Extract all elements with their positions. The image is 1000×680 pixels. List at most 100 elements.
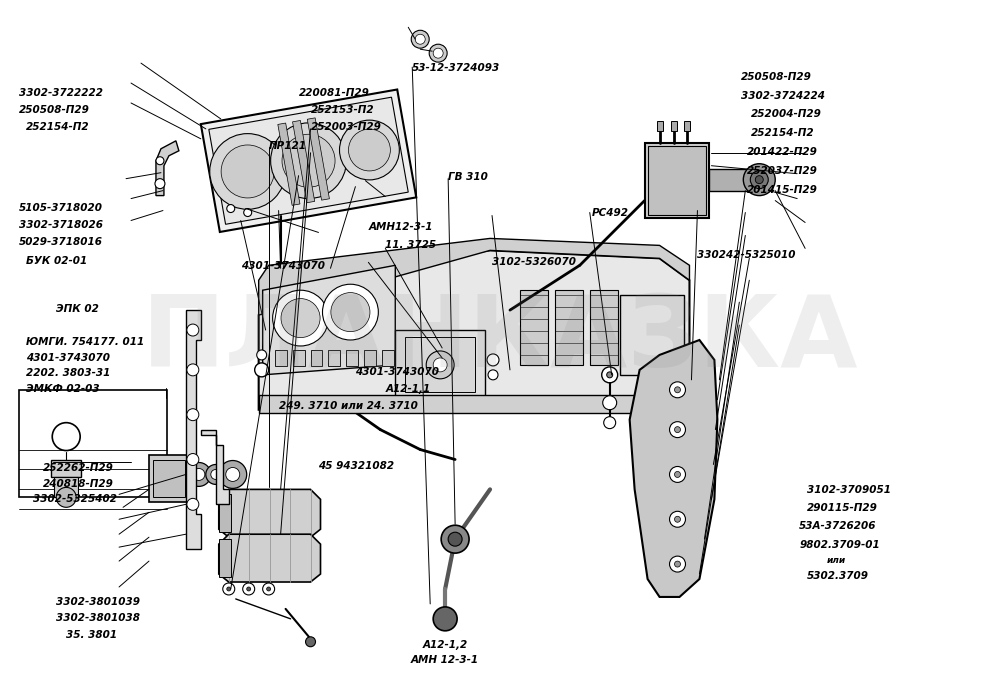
Text: 3302-3801039: 3302-3801039 xyxy=(56,597,140,607)
Circle shape xyxy=(187,454,199,466)
Text: 53А-3726206: 53А-3726206 xyxy=(799,522,877,531)
Text: ПЛАНКАЗКА: ПЛАНКАЗКА xyxy=(142,292,858,388)
Text: 9802.3709-01: 9802.3709-01 xyxy=(799,540,880,550)
Bar xyxy=(590,290,618,365)
Text: 3302-3724224: 3302-3724224 xyxy=(741,91,825,101)
Circle shape xyxy=(675,516,680,522)
Bar xyxy=(671,121,677,131)
Text: A12-1,2: A12-1,2 xyxy=(422,640,467,650)
Bar xyxy=(219,494,231,532)
Circle shape xyxy=(187,324,199,336)
Text: ГВ 310: ГВ 310 xyxy=(448,173,488,182)
Circle shape xyxy=(670,556,685,572)
Bar xyxy=(684,121,690,131)
Text: 4301-3743070: 4301-3743070 xyxy=(241,260,325,271)
Bar xyxy=(293,350,305,366)
Circle shape xyxy=(187,498,199,510)
Text: 3302-3722222: 3302-3722222 xyxy=(19,88,103,98)
Circle shape xyxy=(221,145,274,198)
Circle shape xyxy=(210,133,286,209)
Text: 252262-П29: 252262-П29 xyxy=(43,463,114,473)
Circle shape xyxy=(755,175,763,184)
Text: 5302.3709: 5302.3709 xyxy=(807,571,869,581)
Circle shape xyxy=(271,123,346,199)
Text: ЮМГИ. 754177. 011: ЮМГИ. 754177. 011 xyxy=(26,337,145,347)
Circle shape xyxy=(433,358,447,372)
Text: 252003-П29: 252003-П29 xyxy=(311,122,381,132)
Text: 3302-3718026: 3302-3718026 xyxy=(19,220,103,230)
Circle shape xyxy=(750,171,768,188)
Circle shape xyxy=(255,363,269,377)
Text: 2202. 3803-31: 2202. 3803-31 xyxy=(26,368,111,378)
Bar xyxy=(275,350,287,366)
Text: ЭМКФ 02-03: ЭМКФ 02-03 xyxy=(26,384,100,394)
Circle shape xyxy=(282,134,335,187)
Text: 45 94321082: 45 94321082 xyxy=(319,461,395,471)
Circle shape xyxy=(263,583,275,595)
Bar xyxy=(364,350,376,366)
Circle shape xyxy=(306,636,316,647)
Circle shape xyxy=(223,583,235,595)
Circle shape xyxy=(487,354,499,366)
Circle shape xyxy=(602,367,618,383)
Circle shape xyxy=(273,290,328,346)
Bar xyxy=(395,330,485,400)
Circle shape xyxy=(281,299,320,337)
Circle shape xyxy=(433,48,443,58)
Circle shape xyxy=(415,34,425,44)
Bar xyxy=(311,350,322,366)
Text: 53-12-3724093: 53-12-3724093 xyxy=(412,63,500,73)
Polygon shape xyxy=(263,265,395,375)
Circle shape xyxy=(670,422,685,438)
Circle shape xyxy=(488,370,498,380)
Circle shape xyxy=(244,209,252,216)
Text: 252154-П2: 252154-П2 xyxy=(26,122,90,132)
Polygon shape xyxy=(201,430,229,505)
Circle shape xyxy=(156,157,164,165)
Text: 250508-П29: 250508-П29 xyxy=(19,105,90,115)
Bar xyxy=(645,143,709,218)
Circle shape xyxy=(187,462,211,486)
Text: 5105-3718020: 5105-3718020 xyxy=(19,203,103,213)
Circle shape xyxy=(52,423,80,451)
Text: 5029-3718016: 5029-3718016 xyxy=(19,237,103,247)
Circle shape xyxy=(257,350,267,360)
Text: 11. 3725: 11. 3725 xyxy=(385,240,436,250)
Circle shape xyxy=(227,587,231,591)
Text: 330242-5325010: 330242-5325010 xyxy=(697,250,796,260)
Bar xyxy=(382,350,394,366)
Circle shape xyxy=(267,587,271,591)
Text: 220081-П29: 220081-П29 xyxy=(299,88,369,98)
Circle shape xyxy=(675,471,680,477)
Text: A12-1,1: A12-1,1 xyxy=(385,384,431,394)
Circle shape xyxy=(243,583,255,595)
Bar xyxy=(51,460,81,477)
Circle shape xyxy=(331,292,370,332)
Bar xyxy=(346,350,358,366)
Polygon shape xyxy=(219,490,320,537)
Circle shape xyxy=(340,120,399,180)
Bar xyxy=(405,337,475,392)
Circle shape xyxy=(275,262,287,274)
Polygon shape xyxy=(156,141,179,196)
Bar xyxy=(555,290,583,365)
Text: 3102-3709051: 3102-3709051 xyxy=(807,486,891,495)
Text: 35. 3801: 35. 3801 xyxy=(66,630,117,640)
Text: РС492: РС492 xyxy=(592,207,629,218)
Circle shape xyxy=(607,372,613,378)
Text: 252153-П2: 252153-П2 xyxy=(311,105,374,115)
Circle shape xyxy=(187,364,199,376)
Circle shape xyxy=(155,179,165,188)
Circle shape xyxy=(247,587,251,591)
Circle shape xyxy=(193,469,205,481)
Bar xyxy=(620,295,684,375)
Circle shape xyxy=(743,164,775,196)
Text: ПР121: ПР121 xyxy=(269,141,307,151)
Text: 201422-П29: 201422-П29 xyxy=(747,147,818,156)
Circle shape xyxy=(603,396,617,410)
Polygon shape xyxy=(186,310,201,549)
Text: AMH 12-3-1: AMH 12-3-1 xyxy=(410,655,478,664)
Bar xyxy=(54,477,78,497)
Circle shape xyxy=(227,205,235,213)
Text: 3302-5325402: 3302-5325402 xyxy=(33,494,117,504)
